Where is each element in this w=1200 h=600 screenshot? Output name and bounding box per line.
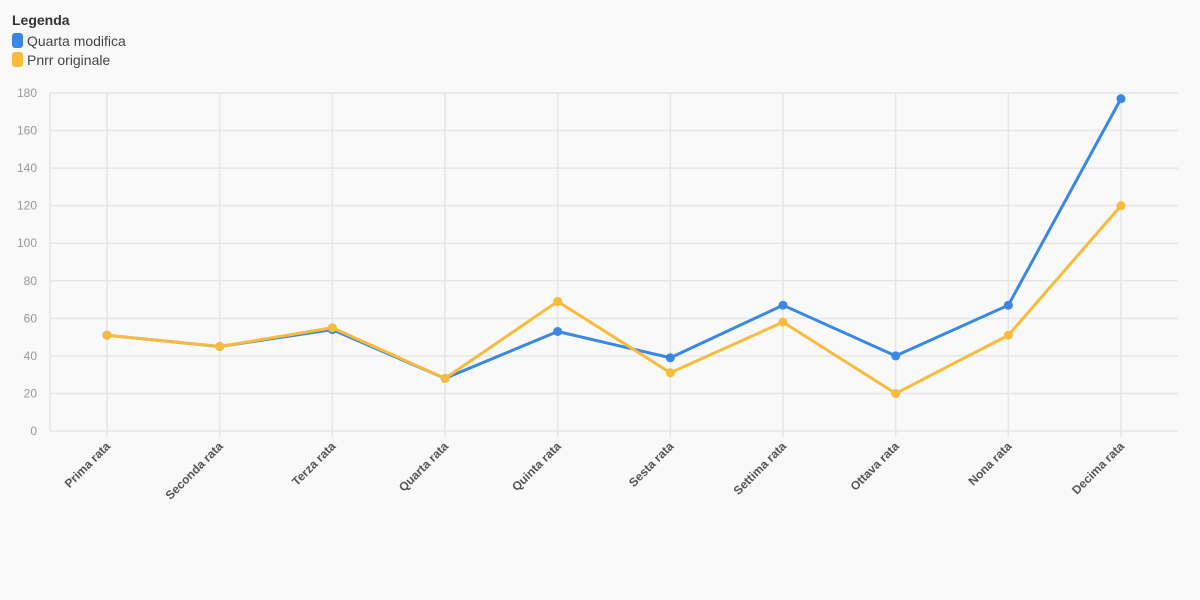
legend-label-pnrr-originale: Pnrr originale xyxy=(27,51,111,68)
data-point-pnrr-originale[interactable] xyxy=(215,342,225,351)
x-tick-label: Sesta rata xyxy=(626,439,677,490)
x-tick-label: Prima rata xyxy=(62,439,114,491)
data-point-quarta-modifica[interactable] xyxy=(1003,300,1013,310)
y-tick-label: 0 xyxy=(30,424,37,438)
x-tick-label: Ottava rata xyxy=(848,439,902,493)
data-point-pnrr-originale[interactable] xyxy=(102,330,112,340)
x-tick-label: Quinta rata xyxy=(509,439,564,494)
data-point-pnrr-originale[interactable] xyxy=(778,317,788,327)
data-point-quarta-modifica[interactable] xyxy=(891,351,901,361)
y-tick-label: 80 xyxy=(24,274,38,288)
data-point-pnrr-originale[interactable] xyxy=(665,368,675,378)
data-point-pnrr-originale[interactable] xyxy=(327,323,337,333)
x-tick-label: Settima rata xyxy=(731,439,790,498)
y-tick-label: 180 xyxy=(17,86,37,100)
legend: Legenda Quarta modifica Pnrr originale xyxy=(12,12,126,69)
x-tick-label: Quarta rata xyxy=(396,439,451,494)
data-point-quarta-modifica[interactable] xyxy=(778,300,788,310)
y-tick-label: 140 xyxy=(17,161,37,175)
data-point-pnrr-originale[interactable] xyxy=(553,296,563,306)
data-point-quarta-modifica[interactable] xyxy=(553,326,563,336)
y-tick-label: 20 xyxy=(24,386,38,400)
legend-item-pnrr-originale[interactable]: Pnrr originale xyxy=(12,50,126,69)
data-point-pnrr-originale[interactable] xyxy=(1116,201,1126,211)
y-tick-label: 60 xyxy=(24,311,38,325)
x-tick-label: Nona rata xyxy=(965,439,1014,488)
legend-swatch-pnrr-originale xyxy=(12,52,23,67)
data-point-pnrr-originale[interactable] xyxy=(1003,330,1013,340)
y-tick-label: 40 xyxy=(24,349,38,363)
x-tick-label: Terza rata xyxy=(289,439,339,489)
data-point-pnrr-originale[interactable] xyxy=(891,388,901,398)
y-tick-label: 100 xyxy=(17,236,37,250)
y-tick-label: 160 xyxy=(17,124,37,138)
legend-title: Legenda xyxy=(12,12,70,28)
x-tick-label: Decima rata xyxy=(1069,439,1127,497)
legend-item-quarta-modifica[interactable]: Quarta modifica xyxy=(12,31,126,50)
x-tick-label: Seconda rata xyxy=(163,439,226,502)
data-point-quarta-modifica[interactable] xyxy=(665,353,675,363)
legend-swatch-quarta-modifica xyxy=(12,33,23,48)
legend-label-quarta-modifica: Quarta modifica xyxy=(27,32,126,49)
data-point-pnrr-originale[interactable] xyxy=(440,373,450,383)
series-line-pnrr-originale xyxy=(106,204,1123,395)
y-tick-label: 120 xyxy=(17,199,37,213)
data-point-quarta-modifica[interactable] xyxy=(1116,94,1126,104)
